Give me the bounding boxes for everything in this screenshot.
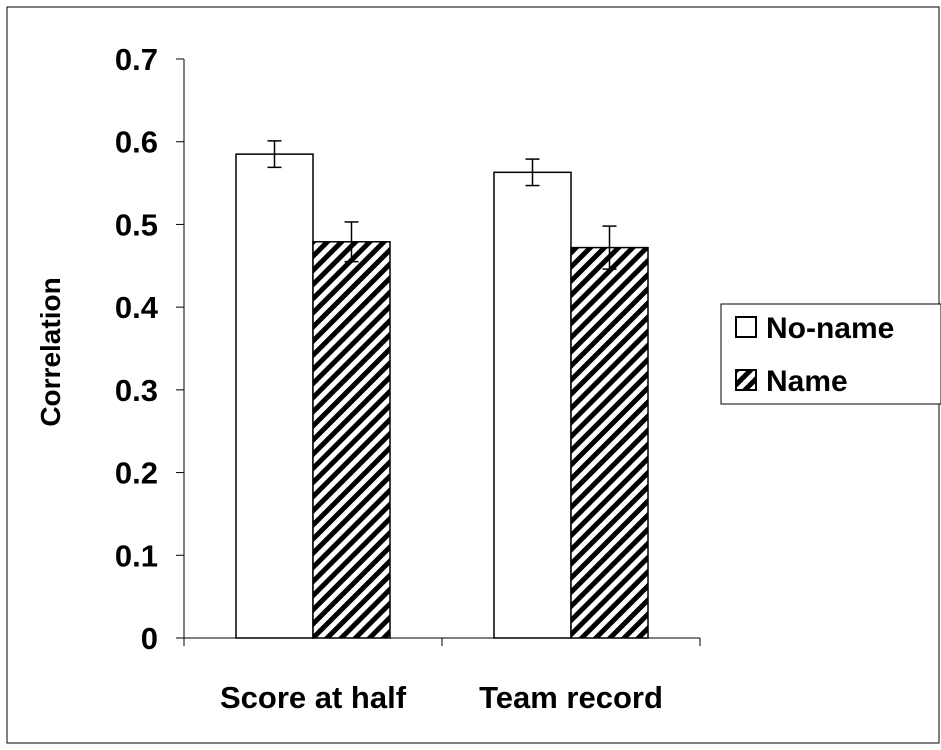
x-category-label: Team record — [479, 680, 663, 715]
y-tick-label: 0.4 — [115, 290, 159, 325]
y-tick-label: 0.7 — [115, 42, 158, 77]
bar-name-team-record — [570, 246, 649, 639]
legend: No-name Name — [720, 303, 941, 405]
x-tick-group: Score at half Team record — [183, 638, 701, 715]
legend-swatch-no-name — [735, 316, 757, 338]
x-category-label: Score at half — [220, 680, 407, 715]
y-tick-label: 0.2 — [115, 456, 158, 491]
y-tick-label: 0.1 — [115, 538, 158, 573]
legend-label-name: Name — [766, 365, 848, 398]
y-tick-group: 0 0.1 0.2 0.3 0.4 0.5 0.6 0.7 — [115, 42, 184, 656]
y-tick-label: 0 — [141, 621, 158, 656]
y-axis-title: Correlation — [35, 277, 66, 426]
y-tick-label: 0.5 — [115, 207, 158, 242]
y-tick-label: 0.6 — [115, 125, 158, 160]
y-tick-label: 0.3 — [115, 373, 158, 408]
legend-label-no-name: No-name — [766, 312, 894, 345]
bar-name-score-at-half — [312, 241, 391, 639]
bar-no-name-team-record — [493, 171, 572, 639]
legend-swatch-name — [735, 369, 757, 391]
bar-group — [235, 153, 649, 639]
error-bar-group — [267, 140, 617, 270]
legend-box — [720, 303, 941, 405]
bar-no-name-score-at-half — [235, 153, 314, 639]
